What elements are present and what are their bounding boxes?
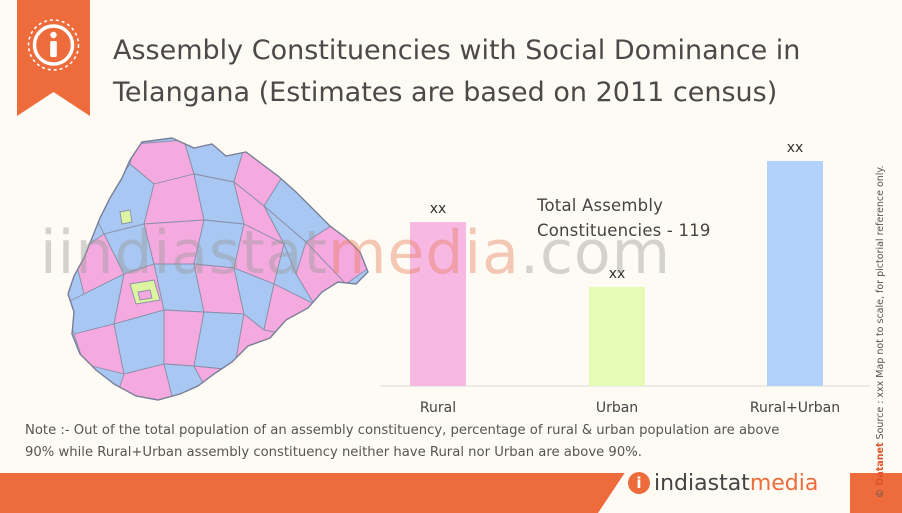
bar-chart: xx Rural xx Urban xx Rural+Urban (380, 140, 870, 416)
brand-text-media: media (749, 471, 819, 496)
bar-urban (589, 286, 645, 386)
page-title: Assembly Constituencies with Social Domi… (113, 35, 801, 108)
source-text: Source : xxx Map not to scale, for picto… (875, 165, 886, 443)
datanet-brand: Datanet (875, 442, 886, 486)
category-label: Rural+Urban (750, 400, 840, 416)
telangana-map-icon (67, 137, 369, 401)
brand-logo[interactable]: i indiastatmedia (628, 471, 818, 496)
bar-rural-urban (767, 161, 823, 386)
info-icon (27, 19, 80, 71)
info-ribbon (17, 0, 90, 116)
total-constituencies-annotation: Total Assembly Constituencies - 119 (537, 196, 711, 240)
brand-text-indiastat: indiastat (654, 471, 750, 496)
data-label: xx (787, 140, 804, 156)
category-label: Urban (596, 400, 638, 416)
source-note: © Datanet Source : xxx Map not to scale,… (873, 165, 889, 499)
footnote: Note :- Out of the total population of a… (25, 423, 780, 460)
brand-info-icon: i (628, 472, 650, 494)
copyright-symbol: © (875, 485, 886, 499)
data-label: xx (430, 201, 447, 217)
bar-rural (410, 222, 466, 386)
data-label: xx (609, 266, 626, 282)
category-label: Rural (420, 400, 456, 416)
